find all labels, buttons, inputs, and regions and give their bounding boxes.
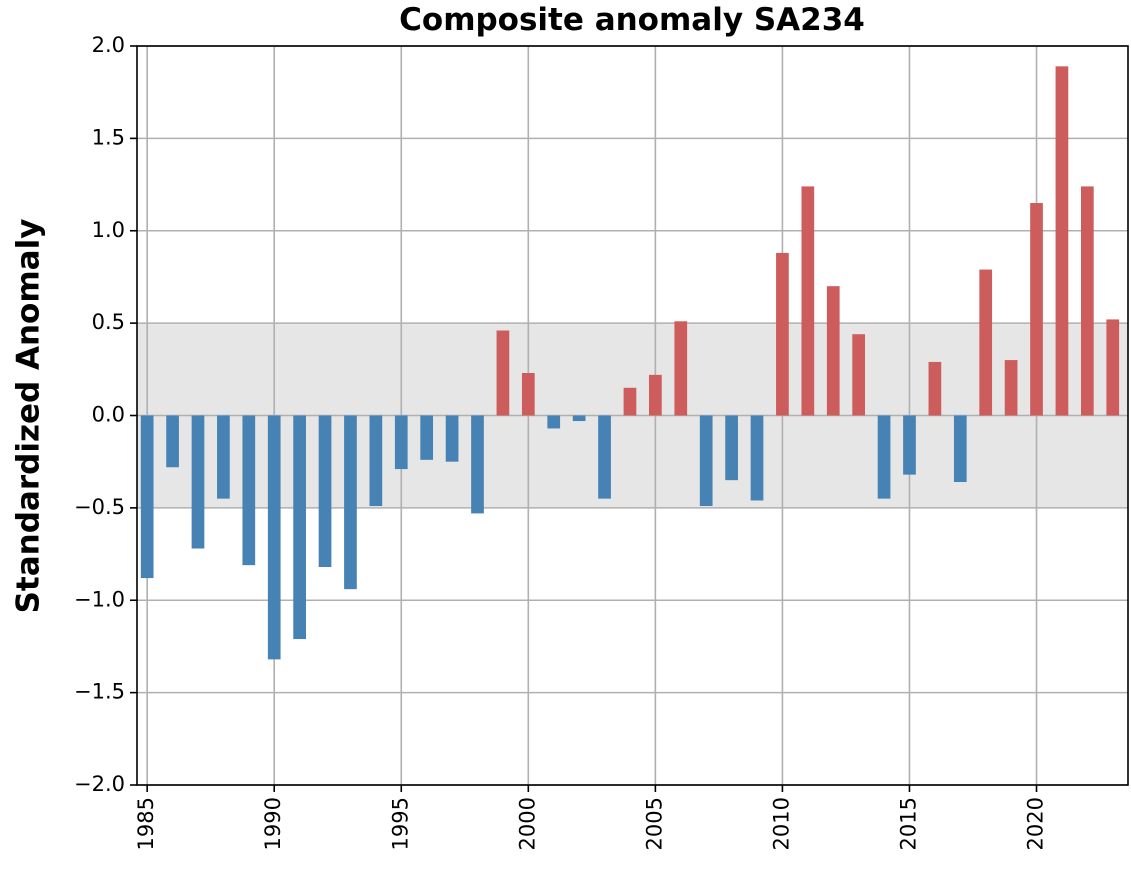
plot-area: 2.0 1.5 1.0 0.5 0.0 −0.5 −1.0 −1.5 −2.0 1985 1990 1… [74, 33, 1129, 850]
bar-2009 [750, 415, 764, 501]
bar-1997 [445, 415, 459, 462]
bar-2003 [598, 415, 611, 499]
y-tick-label: 0.0 [92, 403, 125, 427]
x-tick-label: 1995 [388, 797, 412, 850]
bar-1990 [267, 415, 281, 660]
x-tick-label: 2005 [642, 797, 666, 850]
bar-2017 [953, 415, 967, 483]
bar-2006 [674, 321, 688, 416]
y-tick-label: −1.5 [74, 680, 125, 704]
x-tick-label: 2010 [769, 797, 793, 850]
bar-1985 [140, 415, 154, 579]
y-tick-label: 1.5 [92, 125, 125, 149]
bar-2014 [877, 415, 891, 499]
y-tick-label: 0.5 [92, 310, 125, 334]
bar-2004 [623, 387, 637, 416]
bar-2016 [928, 361, 942, 416]
bar-2013 [852, 334, 866, 416]
y-axis-label: Standardized Anomaly [11, 219, 47, 614]
bar-2022 [1080, 186, 1094, 416]
bar-1992 [318, 415, 332, 567]
bar-1988 [217, 415, 230, 499]
bar-2002 [572, 415, 586, 422]
chart-title: Composite anomaly SA234 [399, 2, 865, 38]
bar-1987 [191, 415, 205, 549]
bar-1999 [496, 330, 510, 416]
y-tick-label: −0.5 [74, 495, 125, 519]
y-tick-label: −1.0 [74, 587, 125, 611]
bar-2000 [521, 373, 535, 416]
bar-1998 [471, 415, 484, 514]
x-tick-label: 2020 [1024, 797, 1048, 850]
bar-2023 [1106, 319, 1120, 416]
bar-2019 [1004, 360, 1018, 416]
bar-2011 [801, 186, 815, 416]
y-tick-label: 1.0 [92, 218, 125, 242]
bar-2020 [1030, 203, 1043, 416]
bar-1996 [420, 415, 434, 460]
x-tick-label: 1990 [261, 797, 285, 850]
bar-2021 [1055, 66, 1069, 416]
x-tick-label: 2015 [896, 797, 920, 850]
x-tick-label: 2000 [515, 797, 539, 850]
bar-2005 [649, 374, 662, 416]
y-tick-label: −2.0 [74, 772, 125, 796]
bar-1995 [394, 415, 408, 470]
bar-2012 [826, 286, 840, 416]
bar-2015 [903, 415, 916, 475]
y-tick-label: 2.0 [92, 33, 125, 57]
bar-1989 [242, 415, 256, 566]
bar-2007 [699, 415, 713, 507]
bar-1994 [369, 415, 383, 507]
bar-2018 [979, 269, 993, 416]
bar-2010 [776, 252, 789, 416]
bar-2008 [725, 415, 738, 481]
bar-2001 [547, 415, 561, 429]
bar-1991 [293, 415, 306, 640]
bar-1993 [344, 415, 357, 590]
bar-1986 [166, 415, 179, 468]
x-tick-label: 1985 [134, 797, 158, 850]
